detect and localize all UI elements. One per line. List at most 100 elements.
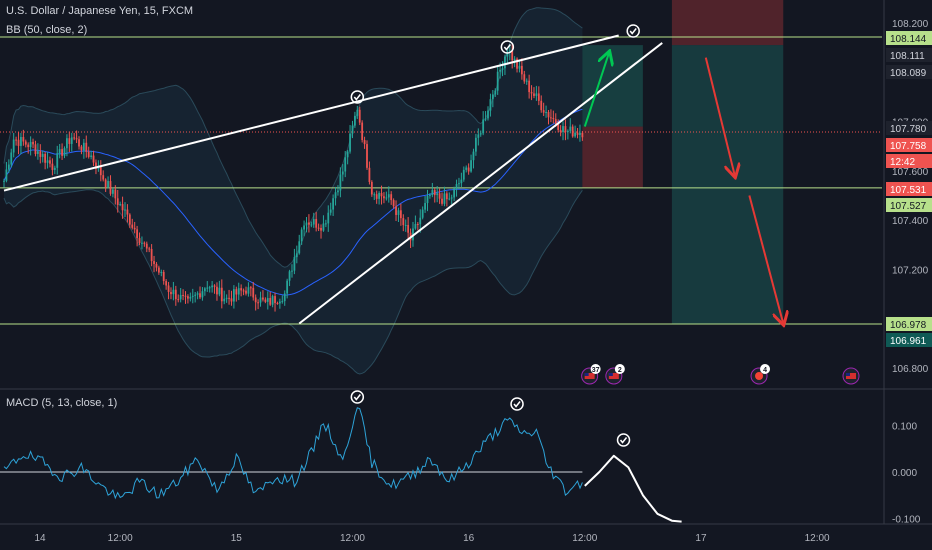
candle-body <box>429 194 431 196</box>
candle-body <box>145 243 148 249</box>
candle-body <box>203 288 206 292</box>
candle-body <box>506 51 509 57</box>
bb-basis-line <box>3 108 583 296</box>
candle-body <box>351 125 354 134</box>
candle-body <box>341 171 344 175</box>
candle-body <box>208 287 211 289</box>
candle-body <box>7 164 10 170</box>
candle-body <box>383 196 385 199</box>
candle-body <box>574 132 577 137</box>
candle-body <box>499 69 501 72</box>
candle-body <box>85 142 88 152</box>
candle-body <box>68 138 71 144</box>
candle-body <box>530 92 533 94</box>
candle-body <box>332 198 335 210</box>
candle-body <box>124 209 126 211</box>
candle-body <box>286 280 289 294</box>
candle-body <box>22 137 25 142</box>
candle-body <box>380 193 383 197</box>
candle-body <box>167 285 170 292</box>
price-label-box <box>886 138 932 152</box>
candle-body <box>121 204 124 211</box>
candle-body <box>557 123 560 130</box>
candle-body <box>542 110 545 113</box>
candle-body <box>242 290 245 292</box>
candle-body <box>157 267 160 273</box>
candle-body <box>148 248 151 250</box>
candle-body <box>90 155 93 157</box>
candle-body <box>327 212 330 224</box>
candle-body <box>20 137 22 146</box>
candle-body <box>191 295 194 297</box>
bb-indicator-legend: BB (50, close, 2) <box>6 24 88 36</box>
price-label-text: 108.111 <box>890 51 925 62</box>
candle-body <box>315 219 318 228</box>
candle-body <box>249 287 252 289</box>
candle-body <box>143 242 146 244</box>
candle-body <box>349 133 351 152</box>
trendline-upper-wedge <box>3 34 619 192</box>
price-axis-tick-label: 107.400 <box>892 216 929 227</box>
event-badge <box>614 364 625 374</box>
candle-body <box>10 152 13 165</box>
candle-body <box>303 225 305 230</box>
candle-body <box>453 188 456 198</box>
candle-body <box>235 289 238 295</box>
candle-body <box>361 122 364 141</box>
candle-body <box>416 223 419 225</box>
candle-body <box>230 298 233 302</box>
bb-lower-line <box>3 189 583 375</box>
candle-body <box>491 94 494 100</box>
candle-body <box>252 287 255 298</box>
us-flag-icon-canton <box>608 373 613 376</box>
candle-body <box>177 299 180 301</box>
candle-body <box>496 71 499 91</box>
candle-body <box>41 154 44 157</box>
candle-body <box>5 169 8 181</box>
candle-body <box>375 194 378 199</box>
short-position-loss-zone <box>671 0 784 46</box>
candle-body <box>562 126 564 133</box>
candle-body <box>310 224 313 226</box>
candle-body <box>66 138 68 149</box>
candle-body <box>460 179 463 184</box>
candle-body <box>160 271 163 273</box>
projection-arrow-red-1 <box>704 57 735 176</box>
check-icon-price-peak-2-tick <box>503 44 511 51</box>
price-axis-tick-label: 108.200 <box>892 19 929 30</box>
candle-body <box>494 90 497 95</box>
candle-body <box>78 139 80 147</box>
candle-body <box>533 93 535 96</box>
candle-body <box>317 227 320 229</box>
candle-body <box>550 117 552 119</box>
candle-body <box>339 174 342 191</box>
candle-body <box>489 99 492 111</box>
candle-body <box>95 162 97 170</box>
candle-body <box>291 270 293 272</box>
macd-indicator-legend: MACD (5, 13, close, 1) <box>6 397 118 409</box>
candle-body <box>131 224 134 228</box>
candle-body <box>240 288 243 291</box>
time-axis-tick-label: 12:00 <box>108 533 133 544</box>
candle-body <box>114 189 117 199</box>
check-icon-macd-projection <box>616 433 631 447</box>
candle-body <box>264 299 267 302</box>
candle-body <box>501 68 504 70</box>
candle-body <box>448 198 451 200</box>
candle-body <box>475 137 477 152</box>
candle-body <box>29 141 32 148</box>
candle-body <box>126 209 129 215</box>
candle-body <box>465 167 468 170</box>
candle-body <box>295 253 298 258</box>
candle-body <box>201 291 204 298</box>
candle-body <box>540 100 543 111</box>
check-icon-target <box>626 24 640 38</box>
candle-body <box>363 140 366 145</box>
price-label-box <box>886 31 932 45</box>
candle-body <box>508 50 511 52</box>
candle-body <box>49 160 51 164</box>
candle-body <box>58 149 61 154</box>
candle-body <box>75 138 78 140</box>
